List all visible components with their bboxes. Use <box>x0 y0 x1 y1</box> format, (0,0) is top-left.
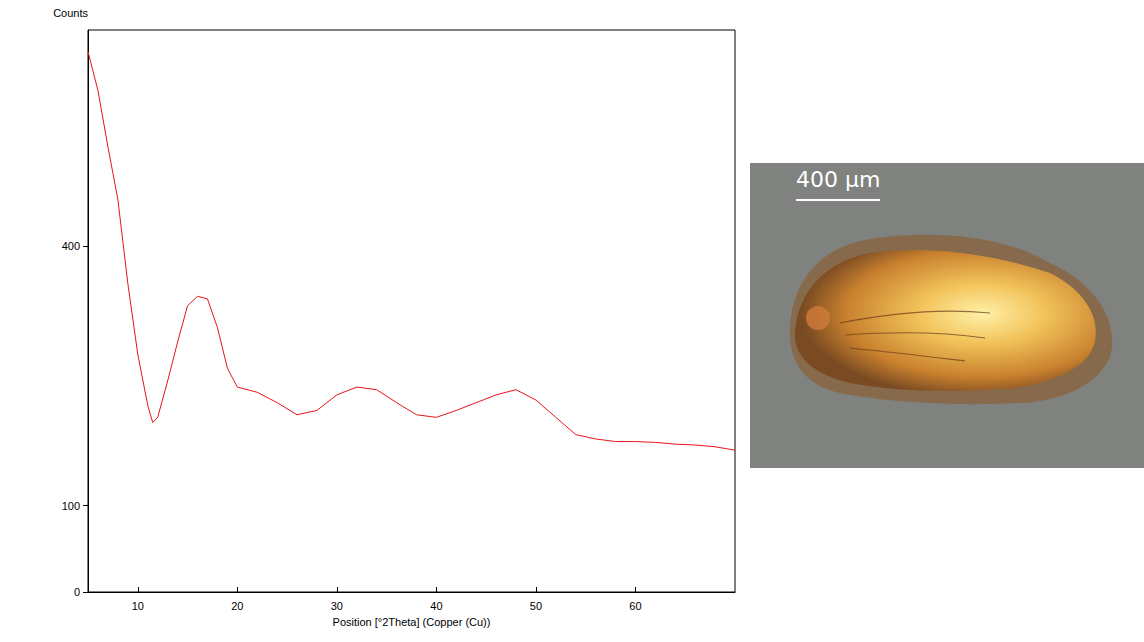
svg-text:10: 10 <box>132 600 144 612</box>
svg-text:30: 30 <box>331 600 343 612</box>
svg-text:40: 40 <box>430 600 442 612</box>
svg-text:Position [°2Theta] (Copper (Cu: Position [°2Theta] (Copper (Cu)) <box>333 616 491 628</box>
svg-text:20: 20 <box>231 600 243 612</box>
svg-text:50: 50 <box>530 600 542 612</box>
svg-text:60: 60 <box>629 600 641 612</box>
html-text:400 µm: 400 µm <box>796 167 881 192</box>
svg-text:400: 400 <box>62 240 80 252</box>
svg-text:0: 0 <box>74 586 80 598</box>
svg-text:Counts: Counts <box>53 7 88 19</box>
svg-text:100: 100 <box>62 500 80 512</box>
